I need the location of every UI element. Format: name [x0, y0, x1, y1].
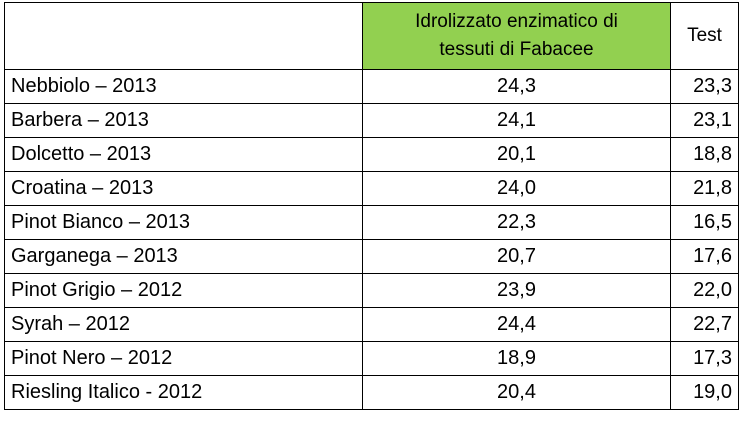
value-cell: 22,3 [362, 205, 671, 240]
data-row: Barbera – 2013 24,1 23,1 [4, 103, 739, 138]
value-cell: 24,3 [362, 69, 671, 104]
value-cell: 20,7 [362, 239, 671, 274]
header-cell: Test [670, 2, 739, 70]
data-row: Garganega – 2013 20,7 17,6 [4, 239, 739, 274]
data-row: Dolcetto – 2013 20,1 18,8 [4, 137, 739, 172]
row-label: Pinot Grigio – 2012 [4, 273, 363, 308]
test-cell: 17,3 [670, 341, 739, 376]
value-cell: 24,4 [362, 307, 671, 342]
row-label: Croatina – 2013 [4, 171, 363, 206]
header-cell-empty [4, 2, 363, 70]
test-cell: 16,5 [670, 205, 739, 240]
test-cell: 19,0 [670, 375, 739, 410]
table-body: Idrolizzato enzimatico di tessuti di Fab… [4, 2, 739, 410]
test-cell: 17,6 [670, 239, 739, 274]
test-cell: 21,8 [670, 171, 739, 206]
data-row: Croatina – 2013 24,0 21,8 [4, 171, 739, 206]
value-cell: 24,0 [362, 171, 671, 206]
test-cell: 22,0 [670, 273, 739, 308]
header-row: Idrolizzato enzimatico di tessuti di Fab… [4, 2, 739, 70]
test-cell: 23,3 [670, 69, 739, 104]
test-cell: 23,1 [670, 103, 739, 138]
value-cell: 18,9 [362, 341, 671, 376]
row-label: Syrah – 2012 [4, 307, 363, 342]
results-table: Idrolizzato enzimatico di tessuti di Fab… [4, 2, 739, 410]
header-cell: Idrolizzato enzimatico di tessuti di Fab… [362, 2, 671, 70]
row-label: Barbera – 2013 [4, 103, 363, 138]
data-row: Riesling Italico - 2012 20,4 19,0 [4, 375, 739, 410]
data-row: Nebbiolo – 2013 24,3 23,3 [4, 69, 739, 104]
data-row: Pinot Nero – 2012 18,9 17,3 [4, 341, 739, 376]
value-cell: 24,1 [362, 103, 671, 138]
row-label: Riesling Italico - 2012 [4, 375, 363, 410]
data-row: Pinot Bianco – 2013 22,3 16,5 [4, 205, 739, 240]
data-row: Syrah – 2012 24,4 22,7 [4, 307, 739, 342]
value-cell: 20,1 [362, 137, 671, 172]
row-label: Garganega – 2013 [4, 239, 363, 274]
row-label: Nebbiolo – 2013 [4, 69, 363, 104]
row-label: Dolcetto – 2013 [4, 137, 363, 172]
value-cell: 23,9 [362, 273, 671, 308]
test-cell: 18,8 [670, 137, 739, 172]
row-label: Pinot Nero – 2012 [4, 341, 363, 376]
row-label: Pinot Bianco – 2013 [4, 205, 363, 240]
data-row: Pinot Grigio – 2012 23,9 22,0 [4, 273, 739, 308]
test-cell: 22,7 [670, 307, 739, 342]
value-cell: 20,4 [362, 375, 671, 410]
